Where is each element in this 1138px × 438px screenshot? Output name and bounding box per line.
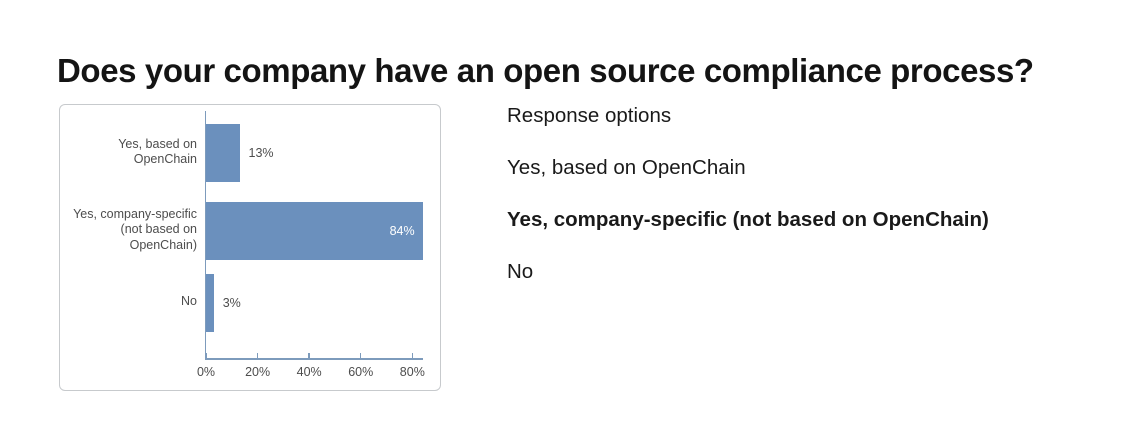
x-axis-tick bbox=[308, 353, 310, 358]
response-option: Yes, based on OpenChain bbox=[507, 156, 746, 179]
bar bbox=[206, 274, 214, 332]
category-label: No bbox=[181, 294, 197, 309]
x-axis-tick bbox=[411, 353, 414, 358]
category-label: Yes, company-specific (not based on Open… bbox=[73, 206, 197, 252]
x-axis-tick-label: 80% bbox=[399, 365, 425, 379]
response-option: Yes, company-specific (not based on Open… bbox=[507, 208, 989, 231]
value-label: 84% bbox=[389, 224, 415, 238]
category-label: Yes, based on OpenChain bbox=[118, 136, 197, 167]
x-axis-tick-label: 60% bbox=[348, 365, 374, 379]
x-axis-tick-label: 0% bbox=[196, 365, 216, 379]
x-axis-line bbox=[204, 358, 423, 360]
chart-panel: 0% 20% 40% 60% 80% 13% Yes, based on OpenChain… bbox=[59, 104, 441, 391]
bar bbox=[206, 124, 240, 182]
bar-chart: 0% 20% 40% 60% 80% 13% Yes, based on OpenChain… bbox=[60, 105, 440, 390]
x-axis-tick bbox=[359, 353, 362, 358]
response-options-header: Response options bbox=[507, 104, 672, 127]
bar bbox=[206, 202, 423, 260]
value-label: 3% bbox=[222, 296, 241, 310]
page-title: Does your company have an open source co… bbox=[57, 52, 1034, 90]
x-axis-tick-label: 20% bbox=[245, 365, 271, 379]
x-axis-tick bbox=[205, 353, 207, 358]
response-options-panel: Response options Yes, based on OpenChain… bbox=[507, 105, 1107, 313]
value-label: 13% bbox=[248, 146, 274, 160]
y-axis-line bbox=[204, 111, 206, 358]
response-option: No bbox=[507, 260, 534, 283]
x-axis-tick bbox=[256, 353, 259, 358]
response-options-list: Yes, based on OpenChain Yes, company-spec… bbox=[507, 157, 1107, 283]
x-axis-tick-label: 40% bbox=[296, 365, 322, 379]
